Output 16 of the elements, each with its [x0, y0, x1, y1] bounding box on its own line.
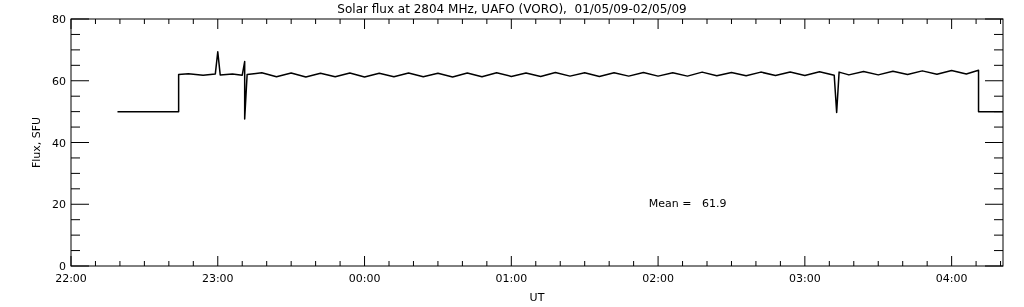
x-tick-label: 03:00 [789, 272, 821, 285]
x-tick-label: 01:00 [495, 272, 528, 285]
x-axis-title: UT [529, 291, 545, 304]
x-tick-label: 22:00 [55, 272, 87, 285]
x-tick-label: 23:00 [201, 272, 234, 285]
chart-title: Solar flux at 2804 MHz, UAFO (VORO), 01/05/09-02/05/09 [337, 2, 687, 16]
y-tick-label: 0 [59, 260, 66, 273]
y-tick-label: 60 [52, 74, 66, 88]
y-tick-label: 20 [52, 198, 66, 212]
y-tick-label: 80 [52, 13, 66, 26]
y-tick-label: 40 [52, 136, 66, 150]
x-tick-label: 04:00 [935, 272, 968, 285]
annotation: Mean = 61.9 [648, 197, 727, 210]
x-tick-label: 00:00 [348, 272, 381, 285]
y-axis-title: Flux, SFU [30, 116, 43, 169]
x-tick-label: 02:00 [642, 272, 674, 285]
